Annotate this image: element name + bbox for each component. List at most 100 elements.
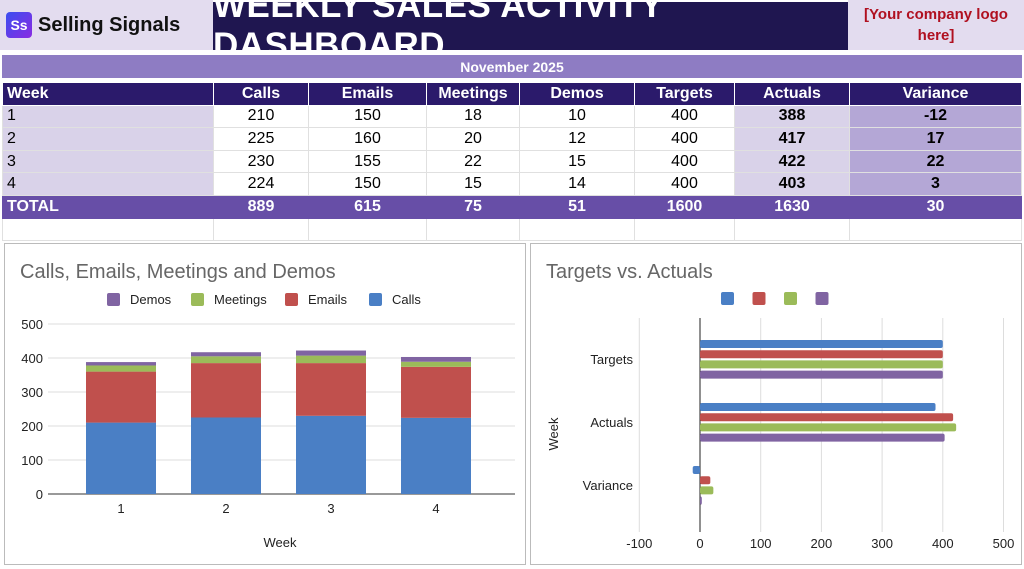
total-row: TOTAL 889 615 75 51 1600 1630 30	[2, 194, 1022, 219]
table-cell: 422	[734, 149, 850, 174]
table-cell: 1	[2, 104, 214, 129]
table-cell: 400	[634, 149, 735, 174]
table-cell: 210	[213, 104, 309, 129]
x-tick-label: 500	[993, 536, 1015, 551]
x-tick-label: 300	[871, 536, 893, 551]
x-tick-label: 1	[117, 501, 124, 516]
brand-name: Selling Signals	[38, 13, 181, 36]
table-cell: 403	[734, 172, 850, 196]
x-tick-label: -100	[626, 536, 652, 551]
total-cell: 51	[519, 194, 635, 219]
bar	[700, 423, 957, 432]
y-tick-label: 500	[21, 317, 43, 332]
x-tick-label: 200	[811, 536, 833, 551]
table-cell: 15	[519, 149, 635, 174]
bar	[700, 370, 943, 379]
table-cell: 225	[213, 127, 309, 151]
bar	[700, 496, 702, 505]
y-tick-label: 200	[21, 419, 43, 434]
bar	[700, 476, 711, 485]
bar-segment	[401, 366, 471, 418]
table-cell: 10	[519, 104, 635, 129]
x-tick-label: 0	[696, 536, 703, 551]
table-cell: -12	[849, 104, 1022, 129]
bar-segment	[86, 362, 156, 366]
table-cell: 150	[308, 104, 427, 129]
bar-segment	[86, 371, 156, 423]
bar	[700, 340, 943, 348]
total-cell: 1600	[634, 194, 735, 219]
total-cell: 889	[213, 194, 309, 219]
table-cell: 400	[634, 127, 735, 151]
table-cell: 3	[849, 172, 1022, 196]
y-axis-title: Week	[546, 417, 561, 450]
y-tick-label: Targets	[590, 352, 633, 367]
table-cell: 22	[849, 149, 1022, 174]
table-cell: 388	[734, 104, 850, 129]
bar-segment	[86, 422, 156, 494]
x-tick-label: 4	[432, 501, 439, 516]
table-cell: 15	[426, 172, 520, 196]
activity-chart: Calls, Emails, Meetings and Demos Demos Me…	[4, 243, 526, 565]
table-cell: 400	[634, 104, 735, 129]
y-tick-label: 100	[21, 453, 43, 468]
chart-title: Calls, Emails, Meetings and Demos	[20, 261, 336, 283]
x-tick-label: 400	[932, 536, 954, 551]
legend-swatch	[784, 292, 797, 305]
bar-segment	[191, 356, 261, 364]
total-cell: 75	[426, 194, 520, 219]
table-row: 1 210 150 18 10 400 388 -12	[2, 104, 1022, 129]
legend-label: Calls	[392, 292, 421, 307]
table-cell: 160	[308, 127, 427, 151]
bar-segment	[401, 417, 471, 494]
legend-swatch	[752, 292, 766, 305]
total-cell: 615	[308, 194, 427, 219]
bar-segment	[296, 350, 366, 356]
table-cell: 155	[308, 149, 427, 174]
bar-segment	[401, 356, 471, 362]
table-cell: 2	[2, 127, 214, 151]
legend-swatch	[721, 292, 734, 305]
table-cell: 20	[426, 127, 520, 151]
column-header: Emails	[308, 82, 427, 106]
table-cell: 22	[426, 149, 520, 174]
month-banner: November 2025	[2, 55, 1022, 78]
bar	[700, 403, 936, 411]
bar-segment	[191, 363, 261, 418]
chart-title: Targets vs. Actuals	[546, 261, 713, 283]
bar-segment	[296, 363, 366, 416]
bar	[700, 486, 714, 495]
table-cell: 230	[213, 149, 309, 174]
total-cell: 30	[849, 194, 1022, 219]
bar	[700, 433, 945, 442]
table-cell: 150	[308, 172, 427, 196]
table-cell: 12	[519, 127, 635, 151]
weekly-sales-table: Week Calls Emails Meetings Demos Targets Actua…	[2, 82, 1022, 241]
legend-swatch	[107, 293, 120, 306]
bar-segment	[296, 355, 366, 364]
y-tick-label: 400	[21, 351, 43, 366]
bar-segment	[401, 361, 471, 367]
table-cell: 417	[734, 127, 850, 151]
table-row: 3 230 155 22 15 400 422 22	[2, 149, 1022, 174]
x-tick-label: 2	[222, 501, 229, 516]
table-cell: 17	[849, 127, 1022, 151]
column-header: Calls	[213, 82, 309, 106]
brand-mark-icon: Ss	[6, 12, 32, 38]
x-tick-label: 100	[750, 536, 772, 551]
table-cell: 224	[213, 172, 309, 196]
empty-row	[2, 217, 1022, 241]
table-row: 2 225 160 20 12 400 417 17	[2, 127, 1022, 151]
bar	[700, 413, 954, 422]
legend-swatch	[815, 292, 829, 305]
legend-swatch	[369, 293, 382, 306]
legend-label: Meetings	[214, 292, 267, 307]
bar-segment	[191, 417, 261, 494]
column-header: Meetings	[426, 82, 520, 106]
bar	[700, 350, 943, 359]
column-header: Variance	[849, 82, 1022, 106]
y-tick-label: 0	[36, 487, 43, 502]
table-cell: 18	[426, 104, 520, 129]
column-header: Demos	[519, 82, 635, 106]
table-cell: 400	[634, 172, 735, 196]
